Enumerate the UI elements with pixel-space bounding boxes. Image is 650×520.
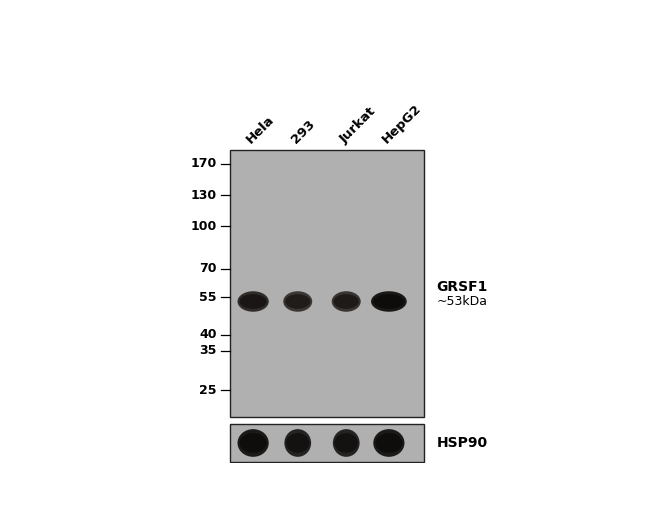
Text: 130: 130: [190, 189, 216, 202]
Ellipse shape: [333, 294, 359, 309]
Text: ~53kDa: ~53kDa: [436, 295, 488, 308]
Bar: [230, 424, 424, 462]
Bar: [230, 150, 424, 417]
Text: Hela: Hela: [244, 113, 277, 146]
Text: 55: 55: [200, 291, 216, 304]
Text: 70: 70: [200, 262, 216, 275]
Ellipse shape: [237, 291, 268, 312]
Ellipse shape: [283, 291, 312, 312]
Text: HepG2: HepG2: [380, 101, 424, 146]
Ellipse shape: [240, 433, 266, 453]
Ellipse shape: [371, 291, 407, 312]
Ellipse shape: [285, 294, 310, 309]
Text: 170: 170: [190, 157, 216, 170]
Text: 40: 40: [200, 328, 216, 341]
Ellipse shape: [332, 291, 361, 312]
Text: 25: 25: [200, 384, 216, 397]
Text: 35: 35: [200, 344, 216, 357]
Ellipse shape: [373, 429, 404, 457]
Ellipse shape: [375, 433, 402, 453]
Ellipse shape: [335, 433, 358, 453]
Text: HSP90: HSP90: [436, 436, 488, 450]
Text: 100: 100: [190, 220, 216, 233]
Ellipse shape: [286, 433, 309, 453]
Ellipse shape: [284, 429, 311, 457]
Text: 293: 293: [289, 117, 317, 146]
Ellipse shape: [240, 294, 266, 309]
Ellipse shape: [333, 429, 359, 457]
Ellipse shape: [237, 429, 268, 457]
Text: Jurkat: Jurkat: [337, 105, 378, 146]
Ellipse shape: [373, 294, 404, 309]
Text: GRSF1: GRSF1: [436, 280, 488, 294]
